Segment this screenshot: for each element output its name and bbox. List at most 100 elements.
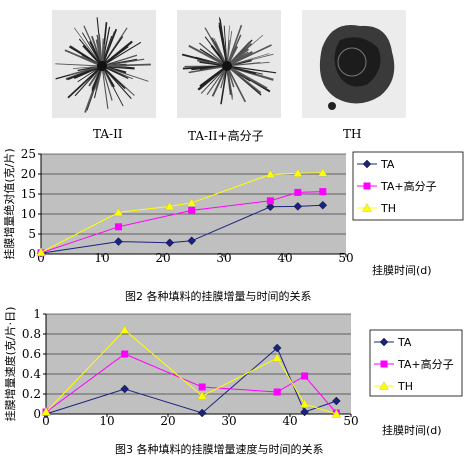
photo-ta-ii-polymer (177, 10, 281, 118)
y-tick-label: 0.6 (22, 347, 41, 361)
x-tick-label: 20 (160, 414, 175, 428)
data-point (186, 197, 197, 207)
fiber-strand (206, 65, 228, 96)
fiber-strand (226, 34, 242, 67)
data-point (114, 223, 122, 231)
y-axis-label: 挂膜增量绝对值(克/片) (2, 148, 16, 259)
y-tick-label: 0.4 (22, 367, 41, 381)
legend-label: TA (380, 158, 395, 171)
data-point (265, 169, 276, 179)
x-axis-label: 挂膜时间(d) (372, 263, 432, 277)
fiber-strand (226, 65, 262, 94)
legend-label: TA+高分子 (397, 357, 454, 371)
x-tick-label: 20 (155, 251, 170, 265)
fiber-strand (55, 63, 103, 67)
photo-core (222, 61, 232, 71)
x-axis-label: 挂膜时间(d) (382, 423, 442, 437)
fiber-strand (101, 65, 113, 101)
figure-3-chart: 0 0.2 0.4 0.6 0.8 1 0 10 20 30 40 50 挂膜时间(d) 挂膜增量速度(克… (0, 300, 468, 440)
data-point (266, 202, 275, 212)
data-point (121, 350, 129, 358)
fiber-strand (101, 65, 149, 82)
fiber-strand (101, 36, 124, 67)
photo-label-ta-ii: TA-II (93, 127, 123, 141)
data-point (319, 188, 327, 196)
fiber-strand (226, 61, 270, 67)
fiber-strand (219, 19, 228, 67)
y-axis-label: 挂膜增量速度(克/片·日) (3, 307, 17, 422)
fiber-strand (226, 65, 277, 74)
data-point (294, 188, 302, 196)
data-point (318, 200, 328, 210)
data-point (197, 391, 207, 400)
photo-ta-ii-image (55, 17, 151, 113)
figure-3-caption: 图3 各种填料的挂膜增量速度与时间的关系 (115, 443, 324, 456)
y-tick-label: 10 (21, 207, 36, 221)
data-point (197, 408, 207, 418)
legend-marker (362, 203, 372, 212)
x-tick-label: 0 (42, 414, 50, 428)
legend-label: TH (380, 202, 396, 215)
data-point (41, 407, 51, 416)
y-tick-label: 0.2 (22, 387, 41, 401)
data-point (188, 206, 196, 214)
fiber-strand (213, 37, 228, 67)
x-tick-label: 40 (277, 251, 292, 265)
photo-th-image (319, 24, 395, 110)
data-point (293, 202, 303, 211)
data-point (36, 247, 46, 257)
data-point (301, 372, 309, 380)
y-tick-label: 5 (28, 227, 36, 241)
fiber-strand (211, 65, 228, 97)
legend-marker (362, 159, 372, 169)
fiber-strand (226, 44, 272, 67)
x-tick-label: 30 (216, 251, 231, 265)
data-point (119, 325, 130, 334)
series-line (45, 353, 337, 414)
legend-marker (380, 360, 388, 368)
photo-label-th: TH (343, 127, 362, 141)
y-tick-label: 20 (21, 167, 36, 181)
biofilm-ring (337, 47, 367, 77)
fiber-strand (73, 65, 103, 80)
y-tick-label: 0 (33, 407, 41, 421)
fiber-strand (226, 65, 247, 103)
fiber-strand (101, 28, 118, 67)
y-tick-label: 0 (28, 247, 36, 261)
data-point (113, 207, 124, 217)
x-tick-label: 10 (99, 414, 114, 428)
fiber-strand (188, 44, 228, 67)
data-point (272, 353, 282, 362)
fiber-strand (199, 65, 228, 90)
x-tick-label: 50 (343, 414, 358, 428)
photo-ta-ii-polymer-image (181, 17, 277, 105)
data-point (266, 197, 274, 205)
fiber-strand (98, 34, 103, 67)
fiber-strand (73, 27, 103, 67)
series-line (40, 191, 323, 254)
data-point (331, 409, 342, 418)
y-tick-label: 0.8 (22, 327, 41, 341)
x-tick-label: 0 (37, 251, 45, 265)
figure-2-chart: 0 5 10 15 20 25 0 10 20 30 40 50 挂膜时间(d) 挂膜增量绝对值(克/片)… (0, 144, 468, 292)
photo-th (302, 10, 406, 118)
series-line (45, 329, 337, 415)
data-point (272, 343, 282, 353)
y-tick-label: 1 (33, 307, 41, 321)
fiber-strand (220, 65, 228, 105)
data-point (198, 383, 206, 391)
fiber-strand (82, 32, 103, 67)
x-tick-label: 10 (94, 251, 109, 265)
fiber-strand (101, 65, 132, 99)
data-point (273, 388, 281, 396)
figure-3-svg: 00.20.40.60.810 10 20 30 40 50挂膜时间(d)挂膜增量速度(克… (3, 307, 463, 437)
y-tick-label: 15 (21, 187, 36, 201)
fiber-strand (204, 27, 228, 67)
fiber-strand (101, 65, 109, 109)
y-tick-label: 25 (21, 147, 36, 161)
fiber-strand (67, 65, 103, 99)
x-tick-label: 40 (282, 414, 297, 428)
data-point (164, 201, 175, 211)
data-point (120, 384, 129, 394)
